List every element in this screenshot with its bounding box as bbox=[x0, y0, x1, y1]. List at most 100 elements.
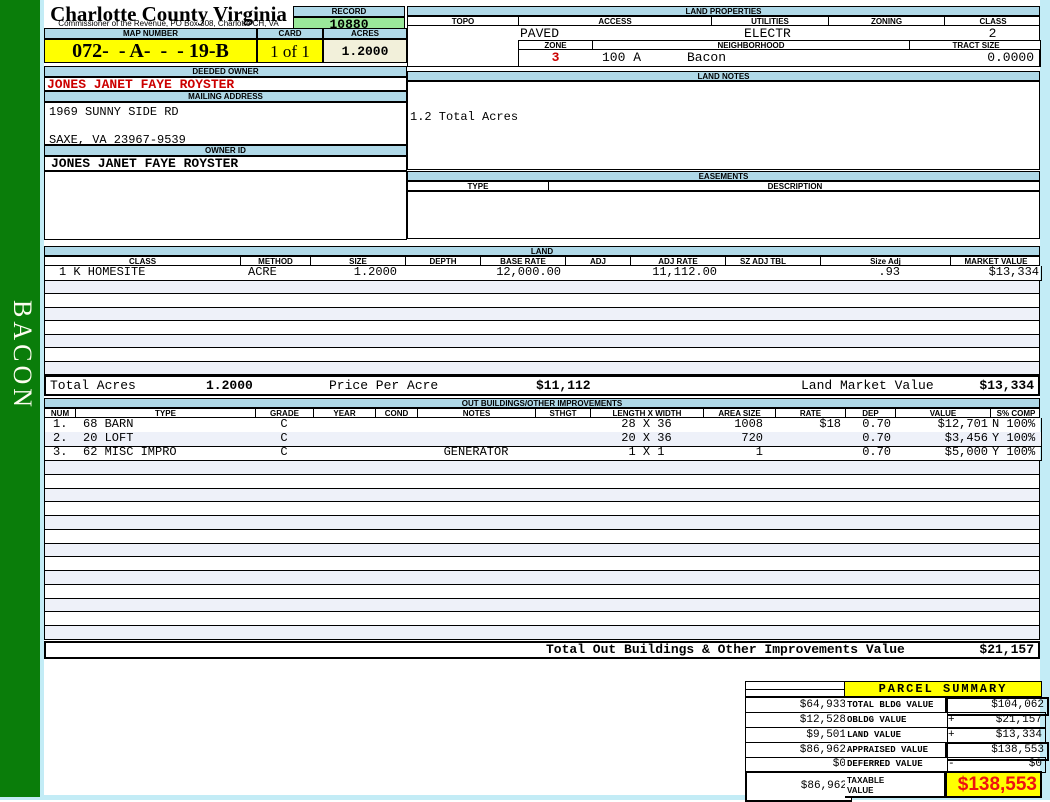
corner-divider bbox=[746, 682, 844, 690]
ob-length-width: 1 X 1 bbox=[628, 445, 665, 459]
empty-row bbox=[45, 530, 1039, 544]
topo-header: TOPO bbox=[451, 17, 475, 26]
parcel-summary: PARCEL SUMMARY $64,933 TOTAL BLDG VALUE … bbox=[745, 681, 1049, 802]
out-buildings-headers: NUM TYPE GRADE YEAR COND NOTES STHGT LEN… bbox=[44, 408, 1040, 418]
land-note-text: 1.2 Total Acres bbox=[410, 110, 519, 124]
easement-description-header: DESCRIPTION bbox=[548, 182, 1041, 191]
empty-row bbox=[45, 557, 1039, 572]
land-base-rate-header: BASE RATE bbox=[480, 257, 565, 266]
ob-rate-header: RATE bbox=[775, 409, 845, 418]
land-depth bbox=[405, 266, 480, 280]
price-per-acre-label: Price Per Acre bbox=[329, 378, 439, 393]
ob-sthgt-header: STHGT bbox=[535, 409, 590, 418]
land-method-header: METHOD bbox=[240, 257, 310, 266]
ob-num-header: NUM bbox=[50, 409, 70, 418]
summary-left-value: $64,933 bbox=[745, 697, 851, 714]
empty-row bbox=[45, 488, 1039, 503]
acres-label: ACRES bbox=[323, 28, 407, 39]
ob-year-header: YEAR bbox=[313, 409, 375, 418]
empty-row bbox=[45, 334, 1039, 349]
ob-rate bbox=[775, 446, 845, 460]
ob-type: 68 BARN bbox=[83, 417, 134, 431]
ob-type: 62 MISC IMPRO bbox=[83, 445, 177, 459]
parcel-summary-corner-box bbox=[745, 681, 845, 697]
land-table-empty-rows bbox=[44, 281, 1040, 375]
acres-value: 1.2000 bbox=[323, 39, 407, 63]
access-value: PAVED bbox=[520, 26, 560, 41]
ob-s-comp: N 100% bbox=[992, 417, 1036, 431]
out-buildings-title: OUT BUILDINGS/OTHER IMPROVEMENTS bbox=[44, 398, 1040, 408]
ob-area: 1008 bbox=[734, 417, 763, 431]
ob-value-header: VALUE bbox=[895, 409, 990, 418]
ob-notes bbox=[417, 418, 535, 432]
card-label: CARD bbox=[257, 28, 323, 39]
ob-notes-header: NOTES bbox=[417, 409, 535, 418]
ob-type-header: TYPE bbox=[75, 409, 255, 418]
land-totals-row: Total Acres 1.2000 Price Per Acre $11,11… bbox=[44, 375, 1040, 396]
ob-grade: C bbox=[280, 417, 288, 431]
mailing-address-label: MAILING ADDRESS bbox=[44, 91, 407, 102]
land-market-value: $13,334 bbox=[988, 265, 1039, 279]
ob-notes bbox=[417, 432, 535, 446]
address-line-1: 1969 SUNNY SIDE RD bbox=[49, 105, 179, 119]
ob-value: $3,456 bbox=[944, 431, 988, 445]
ob-type: 20 LOFT bbox=[83, 431, 134, 445]
land-adj bbox=[565, 266, 630, 280]
utilities-header: UTILITIES bbox=[711, 17, 828, 26]
ob-s-comp: Y 100% bbox=[992, 445, 1036, 459]
ob-length-width-header: LENGTH X WIDTH bbox=[590, 409, 703, 418]
summary-row: $86,962 APPRAISED VALUE $138,553 bbox=[745, 742, 1049, 761]
empty-row bbox=[45, 475, 1039, 489]
empty-row bbox=[45, 612, 1039, 627]
easements-headers: TYPE DESCRIPTION bbox=[407, 181, 1040, 191]
ob-value: $5,000 bbox=[944, 445, 988, 459]
district-name-vertical-label: BACON bbox=[8, 300, 37, 412]
empty-row bbox=[45, 598, 1039, 613]
ob-num: 1. bbox=[53, 417, 68, 431]
ob-value: $12,701 bbox=[937, 417, 988, 431]
map-number-value: 072- - A- - - 19-B bbox=[44, 39, 257, 63]
land-market-value-label: Land Market Value bbox=[801, 378, 934, 393]
owner-empty-box bbox=[44, 171, 407, 240]
ob-cond-header: COND bbox=[375, 409, 417, 418]
land-adj-rate-header: ADJ RATE bbox=[630, 257, 725, 266]
zone-value: 3 bbox=[551, 50, 560, 65]
owner-id-value: JONES JANET FAYE ROYSTER bbox=[44, 156, 407, 171]
ob-area: 720 bbox=[741, 431, 763, 445]
out-buildings-total-label: Total Out Buildings & Other Improvements… bbox=[546, 642, 905, 657]
easement-type-header: TYPE bbox=[467, 182, 489, 191]
access-header: ACCESS bbox=[518, 17, 711, 26]
ob-dep: 0.70 bbox=[862, 445, 891, 459]
empty-row bbox=[45, 281, 1039, 295]
ob-dep: 0.70 bbox=[862, 417, 891, 431]
price-per-acre-value: $11,112 bbox=[536, 378, 591, 393]
empty-row bbox=[45, 516, 1039, 530]
zoning-header: ZONING bbox=[828, 17, 944, 26]
land-notes-box: 1.2 Total Acres bbox=[407, 81, 1040, 170]
taxable-value-row: $86,962 TAXABLE VALUE $138,553 bbox=[745, 771, 1042, 802]
ob-grade: C bbox=[280, 445, 288, 459]
taxable-value: $138,553 bbox=[945, 771, 1042, 798]
land-size-adj-header: Size Adj bbox=[820, 257, 950, 266]
land-properties-values: PAVED ELECTR 2 ZONE NEIGHBORHOOD TRACT S… bbox=[407, 26, 1041, 67]
tract-size-value: 0.0000 bbox=[987, 50, 1034, 65]
ob-num: 3. bbox=[53, 445, 68, 459]
total-acres-value: 1.2000 bbox=[206, 378, 253, 393]
class-header: CLASS bbox=[944, 17, 1041, 26]
empty-row bbox=[45, 626, 1039, 640]
land-depth-header: DEPTH bbox=[405, 257, 480, 266]
ob-dep-header: DEP bbox=[845, 409, 895, 418]
summary-row: $12,528 OBLDG VALUE + $21,157 bbox=[745, 712, 1046, 729]
summary-operator: + bbox=[945, 712, 966, 729]
empty-row bbox=[45, 348, 1039, 362]
utilities-value: ELECTR bbox=[744, 26, 791, 41]
land-base-rate: 12,000.00 bbox=[496, 265, 561, 279]
summary-row: $9,501 LAND VALUE + $13,334 bbox=[745, 727, 1046, 744]
land-method: ACRE bbox=[248, 265, 277, 279]
empty-row bbox=[45, 461, 1039, 475]
summary-row: $0 DEFERRED VALUE - $0 bbox=[745, 757, 1046, 773]
summary-row: $64,933 TOTAL BLDG VALUE $104,062 bbox=[745, 697, 1049, 716]
out-building-row: 2. 20 LOFT C 20 X 36 720 0.70 $3,456 Y 1… bbox=[44, 432, 1042, 447]
out-buildings-total-value: $21,157 bbox=[979, 642, 1034, 657]
